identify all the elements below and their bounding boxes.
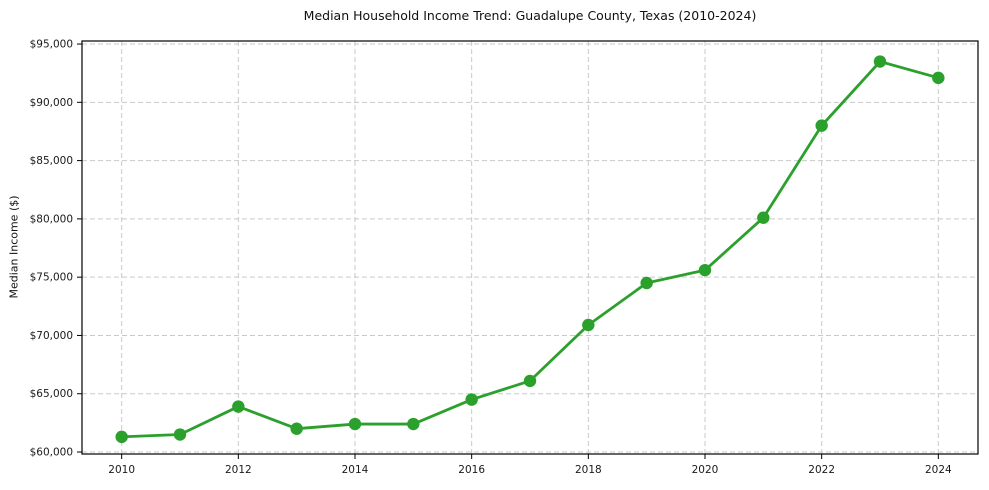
data-point-2020	[698, 263, 712, 277]
data-point-2018	[582, 318, 595, 332]
y-tick-label: $60,000	[30, 447, 73, 459]
data-point-2012	[232, 400, 245, 413]
x-tick-label: 2018	[575, 464, 602, 476]
axes-frame	[81, 40, 979, 455]
data-point-2014	[348, 417, 362, 431]
data-point-2017	[523, 374, 537, 388]
x-tick-label: 2010	[108, 464, 135, 476]
data-point-2010	[115, 430, 128, 444]
x-tick-label: 2012	[225, 464, 252, 476]
y-tick-label: $90,000	[30, 97, 73, 109]
data-point-2024	[932, 71, 945, 85]
data-point-2019	[640, 276, 653, 290]
data-point-2021	[757, 211, 770, 224]
data-point-2016	[465, 393, 478, 406]
y-tick-label: $95,000	[30, 39, 73, 51]
y-tick-label: $75,000	[30, 272, 73, 284]
y-tick-label: $85,000	[30, 155, 73, 167]
data-point-2023	[873, 55, 887, 68]
data-point-2015	[407, 417, 420, 431]
chart-title: Median Household Income Trend: Guadalupe…	[303, 8, 757, 23]
y-tick-label: $70,000	[30, 330, 73, 342]
data-point-2011	[173, 428, 187, 441]
x-tick-label: 2024	[925, 464, 952, 476]
y-tick-label: $80,000	[30, 213, 73, 225]
data-point-2022	[815, 119, 828, 132]
x-tick-label: 2022	[808, 464, 835, 476]
x-tick-label: 2016	[458, 464, 485, 476]
data-point-2013	[290, 422, 303, 435]
x-tick-label: 2020	[692, 464, 719, 476]
x-tick-label: 2014	[342, 464, 369, 476]
y-tick-label: $65,000	[30, 388, 73, 400]
